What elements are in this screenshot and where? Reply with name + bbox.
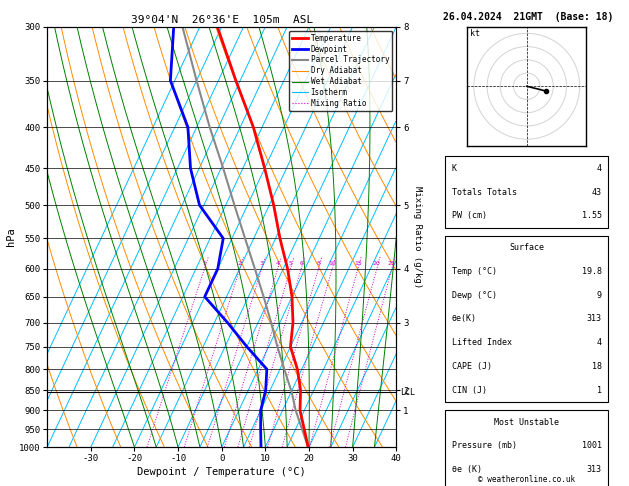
Text: 4: 4 xyxy=(597,164,602,173)
Text: 1: 1 xyxy=(203,261,206,266)
Text: 20: 20 xyxy=(373,261,381,266)
Text: 5: 5 xyxy=(289,261,292,266)
Text: 3: 3 xyxy=(260,261,264,266)
Bar xyxy=(445,156,608,227)
Text: θe (K): θe (K) xyxy=(452,465,482,474)
Text: 18: 18 xyxy=(592,362,602,371)
Text: © weatheronline.co.uk: © weatheronline.co.uk xyxy=(478,474,576,484)
Text: 313: 313 xyxy=(587,465,602,474)
Bar xyxy=(445,410,608,486)
Text: 10: 10 xyxy=(328,261,336,266)
Text: 15: 15 xyxy=(354,261,362,266)
Text: K: K xyxy=(452,164,457,173)
Text: 2: 2 xyxy=(238,261,242,266)
Text: Temp (°C): Temp (°C) xyxy=(452,267,497,276)
Text: Most Unstable: Most Unstable xyxy=(494,417,559,427)
Text: 26.04.2024  21GMT  (Base: 18): 26.04.2024 21GMT (Base: 18) xyxy=(443,12,614,22)
Y-axis label: hPa: hPa xyxy=(6,227,16,246)
Text: 8: 8 xyxy=(316,261,320,266)
Text: Surface: Surface xyxy=(509,243,544,252)
Legend: Temperature, Dewpoint, Parcel Trajectory, Dry Adiabat, Wet Adiabat, Isotherm, Mi: Temperature, Dewpoint, Parcel Trajectory… xyxy=(289,31,392,111)
Text: 25: 25 xyxy=(388,261,396,266)
Text: Dewp (°C): Dewp (°C) xyxy=(452,291,497,300)
Text: 4: 4 xyxy=(276,261,280,266)
X-axis label: Dewpoint / Temperature (°C): Dewpoint / Temperature (°C) xyxy=(137,467,306,477)
Text: Pressure (mb): Pressure (mb) xyxy=(452,441,517,451)
Title: 39°04'N  26°36'E  105m  ASL: 39°04'N 26°36'E 105m ASL xyxy=(131,15,313,25)
Text: kt: kt xyxy=(470,29,480,38)
Text: 1001: 1001 xyxy=(582,441,602,451)
Text: CIN (J): CIN (J) xyxy=(452,386,487,395)
Bar xyxy=(445,236,608,402)
Text: θe(K): θe(K) xyxy=(452,314,477,324)
Text: 9: 9 xyxy=(597,291,602,300)
Text: PW (cm): PW (cm) xyxy=(452,211,487,220)
Text: 313: 313 xyxy=(587,314,602,324)
Text: 43: 43 xyxy=(592,188,602,196)
Text: 1: 1 xyxy=(597,386,602,395)
Y-axis label: Mixing Ratio (g/kg): Mixing Ratio (g/kg) xyxy=(413,186,422,288)
Text: 19.8: 19.8 xyxy=(582,267,602,276)
Text: Totals Totals: Totals Totals xyxy=(452,188,517,196)
Text: 1.55: 1.55 xyxy=(582,211,602,220)
Text: Lifted Index: Lifted Index xyxy=(452,338,512,347)
Text: 4: 4 xyxy=(597,338,602,347)
Text: CAPE (J): CAPE (J) xyxy=(452,362,492,371)
Text: LCL: LCL xyxy=(400,388,415,397)
Text: 6: 6 xyxy=(299,261,303,266)
